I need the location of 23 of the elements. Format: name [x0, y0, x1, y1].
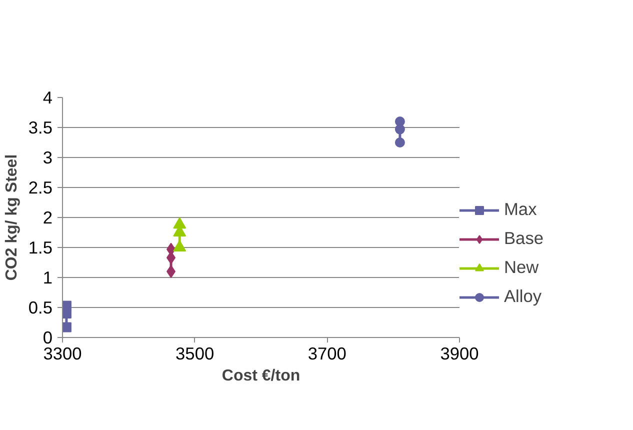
- point: [394, 124, 405, 134]
- legend-label: Max: [504, 199, 537, 220]
- x-tick-label: 3500: [176, 344, 214, 364]
- x-tick-label: 3700: [308, 344, 346, 364]
- point: [62, 322, 72, 332]
- y-tick-label: 2.5: [28, 178, 53, 198]
- y-tick-label: 3: [42, 148, 53, 168]
- x-axis-title: Cost €/ton: [222, 368, 300, 384]
- legend-label: Alloy: [504, 286, 542, 307]
- y-tick-label: 3.5: [28, 118, 53, 138]
- point: [166, 265, 176, 278]
- legend-label: New: [504, 257, 539, 278]
- y-tick-label: 0.5: [28, 298, 53, 318]
- x-tick-label: 3900: [440, 344, 479, 364]
- point: [62, 308, 72, 318]
- y-tick-label: 2: [42, 208, 53, 228]
- y-tick-label: 1: [42, 268, 53, 288]
- y-tick-label: 1.5: [28, 238, 53, 258]
- y-axis-title: CO2 kg/ kg Steel: [3, 154, 20, 281]
- y-tick-label: 4: [42, 88, 53, 108]
- legend-label: Base: [504, 228, 544, 249]
- point: [166, 251, 176, 264]
- point: [394, 138, 405, 148]
